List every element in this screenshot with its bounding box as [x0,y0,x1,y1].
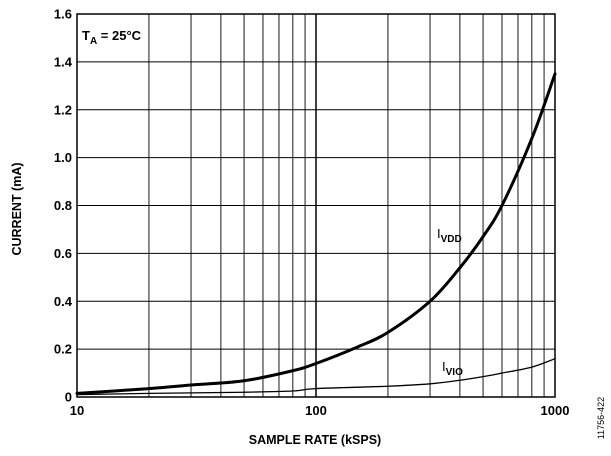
series-group [75,72,557,396]
y-tick-label: 0 [65,390,72,405]
series-line-ivio [76,358,556,396]
y-tick-label: 0.6 [54,246,72,261]
figure-id: 11756-422 [596,397,606,439]
x-axis-label: SAMPLE RATE (kSPS) [249,433,381,447]
y-tick-label: 1.4 [54,54,73,69]
y-tick-label: 1.6 [54,7,72,22]
series-label-ivdd: IVDD [437,226,462,245]
x-tick-labels: 10 100 1000 [70,403,570,418]
y-tick-label: 0.2 [54,342,72,357]
x-tick-label: 100 [305,403,327,418]
x-tick-label: 10 [70,403,84,418]
series-line-ivdd [75,72,557,395]
y-tick-label: 1.0 [54,150,72,165]
y-tick-label: 0.8 [54,198,72,213]
y-axis-label: CURRENT (mA) [10,162,24,255]
x-tick-label: 1000 [541,403,570,418]
plot-frame [76,13,556,398]
series-label-ivio: IVIO [442,359,463,378]
grid-lines [77,14,555,397]
y-tick-label: 0.4 [54,294,73,309]
temperature-condition: TA = 25°C [82,28,142,47]
y-tick-label: 1.2 [54,102,72,117]
y-tick-labels: 0 0.2 0.4 0.6 0.8 1.0 1.2 1.4 1.6 [54,7,73,405]
